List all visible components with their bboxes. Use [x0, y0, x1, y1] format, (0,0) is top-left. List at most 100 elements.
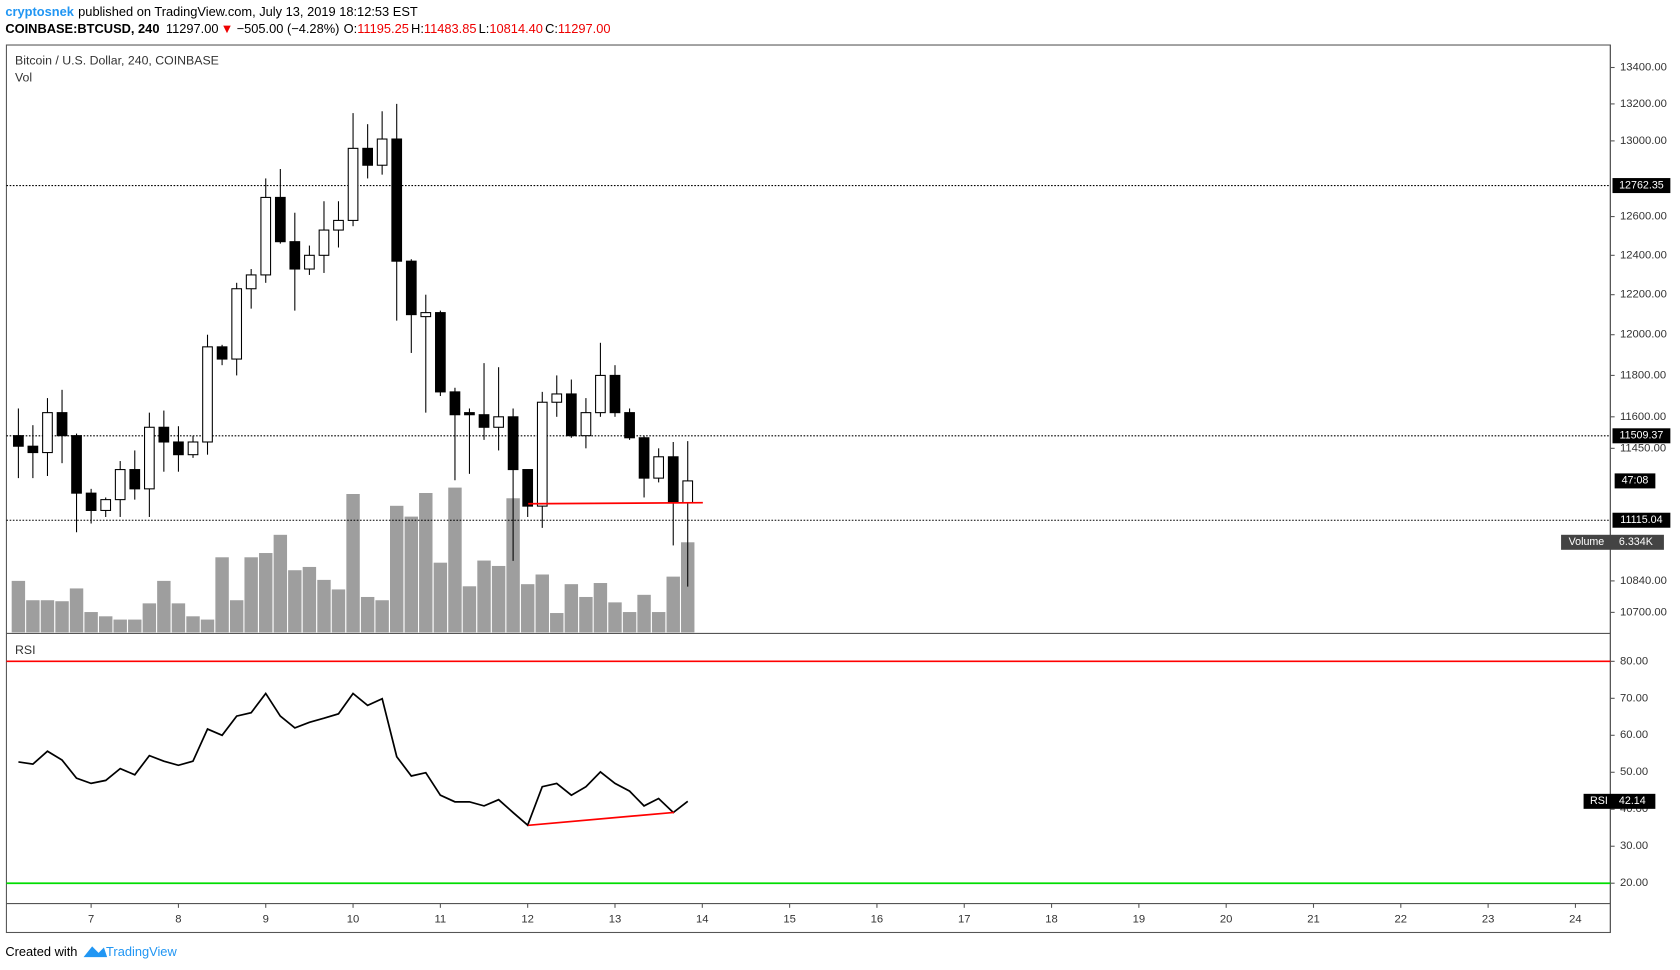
- candle-body: [536, 401, 548, 507]
- candle-body: [478, 414, 490, 428]
- candle-body: [100, 499, 112, 511]
- candle-body: [507, 416, 519, 471]
- y-tick-label: 13400.00: [1620, 61, 1667, 73]
- volume-bar: [390, 505, 404, 633]
- volume-bar: [142, 603, 157, 633]
- candle-body: [653, 456, 665, 479]
- candle-body: [42, 412, 53, 454]
- volume-bar: [55, 601, 69, 633]
- volume-layer: [11, 487, 695, 633]
- volume-bar: [244, 557, 258, 633]
- axis-layer: 13400.00 13200.00 13000.00 12600.00 12400.00…: [88, 61, 1671, 926]
- x-tick-label: 23: [1482, 914, 1495, 926]
- y-tick-label: 13000.00: [1620, 135, 1667, 147]
- volume-badge: [1561, 534, 1664, 550]
- support-trendline: [528, 501, 703, 505]
- l-label: L:: [479, 21, 490, 36]
- published: published on TradingView.com, July 13, 2…: [78, 4, 418, 19]
- candle-body: [667, 456, 679, 504]
- volume-bar: [506, 498, 520, 633]
- rsi-line: [18, 691, 689, 827]
- c: 11297.00: [558, 21, 611, 36]
- volume-bar: [462, 586, 477, 633]
- candle-body: [27, 445, 39, 454]
- candle-body: [551, 393, 563, 403]
- candle-body: [71, 435, 82, 494]
- change: −505.00 (−4.28%): [237, 21, 340, 36]
- volume-bar: [579, 596, 593, 633]
- volume-bar: [622, 612, 637, 633]
- volume-bar: [200, 619, 215, 633]
- last: 11297.00: [166, 21, 219, 36]
- candle-body: [449, 391, 461, 416]
- volume-bar: [273, 534, 288, 633]
- candle-body: [202, 346, 213, 443]
- candle-body: [565, 393, 577, 437]
- rsi-tick-label: 60.00: [1620, 729, 1648, 741]
- rsi-badge-name: RSI: [1590, 795, 1608, 807]
- candle-body: [245, 274, 257, 290]
- candle-body: [391, 138, 403, 262]
- volume-bar: [84, 612, 98, 633]
- candle-body: [624, 412, 635, 439]
- volume-bar: [171, 603, 186, 633]
- line-layer: [6, 185, 1611, 885]
- candle-body: [231, 288, 243, 360]
- candle-layer: [13, 103, 694, 587]
- brand-logo: [83, 946, 108, 958]
- footer-created: Created with: [5, 944, 77, 959]
- y-tick-label: 12200.00: [1620, 289, 1667, 301]
- volume-bar: [681, 542, 695, 633]
- volume-bar: [113, 619, 127, 633]
- price-line-badge: [1612, 428, 1671, 444]
- volume-bar: [128, 619, 142, 633]
- x-tick-label: 17: [958, 914, 971, 926]
- volume-title: Vol: [15, 70, 32, 84]
- rsi-badge: [1583, 793, 1656, 809]
- volume-bar: [331, 589, 346, 633]
- y-tick-label: 11450.00: [1620, 442, 1666, 454]
- footer-brand[interactable]: TradingView: [106, 944, 177, 959]
- price-line-label: 11509.37: [1620, 430, 1664, 442]
- candle-body: [420, 312, 432, 318]
- rsi-tick-label: 30.00: [1620, 840, 1648, 852]
- candle-body: [114, 469, 126, 501]
- x-tick-label: 16: [871, 914, 884, 926]
- volume-bar: [375, 600, 389, 633]
- volume-bar: [651, 612, 666, 633]
- candle-body: [56, 412, 68, 437]
- price-line-label: 11115.04: [1620, 514, 1662, 526]
- x-tick-label: 14: [696, 914, 709, 926]
- o-label: O:: [344, 21, 358, 36]
- volume-bar: [564, 584, 579, 633]
- candle-body: [493, 416, 504, 428]
- candle-body: [609, 374, 621, 414]
- x-tick-label: 18: [1045, 914, 1058, 926]
- l: 10814.40: [489, 21, 543, 36]
- countdown-badge: [1614, 473, 1656, 489]
- candle-body: [187, 441, 199, 456]
- y-tick-label: 11600.00: [1620, 411, 1666, 423]
- rsi-tick-label: 80.00: [1620, 655, 1648, 667]
- rsi-tick-label: 50.00: [1620, 766, 1648, 778]
- candle-body: [347, 147, 359, 221]
- x-tick-label: 8: [175, 914, 181, 926]
- volume-bar: [448, 487, 462, 633]
- author[interactable]: cryptosnek: [5, 4, 74, 19]
- volume-bar: [666, 576, 680, 633]
- volume-bar: [26, 600, 40, 633]
- series-title: Bitcoin / U.S. Dollar, 240, COINBASE: [15, 53, 219, 67]
- volume-bar: [11, 580, 26, 633]
- volume-bar: [69, 588, 84, 633]
- x-tick-label: 22: [1395, 914, 1408, 926]
- candle-body: [405, 260, 417, 316]
- arrow: ▼: [221, 21, 234, 36]
- volume-bar: [404, 516, 419, 633]
- candle-body: [129, 469, 141, 490]
- rsi-title: RSI: [15, 643, 36, 657]
- volume-bar: [535, 574, 549, 633]
- volume-bar: [346, 493, 360, 633]
- y-tick-label: 12400.00: [1620, 249, 1667, 261]
- candle-body: [464, 412, 475, 416]
